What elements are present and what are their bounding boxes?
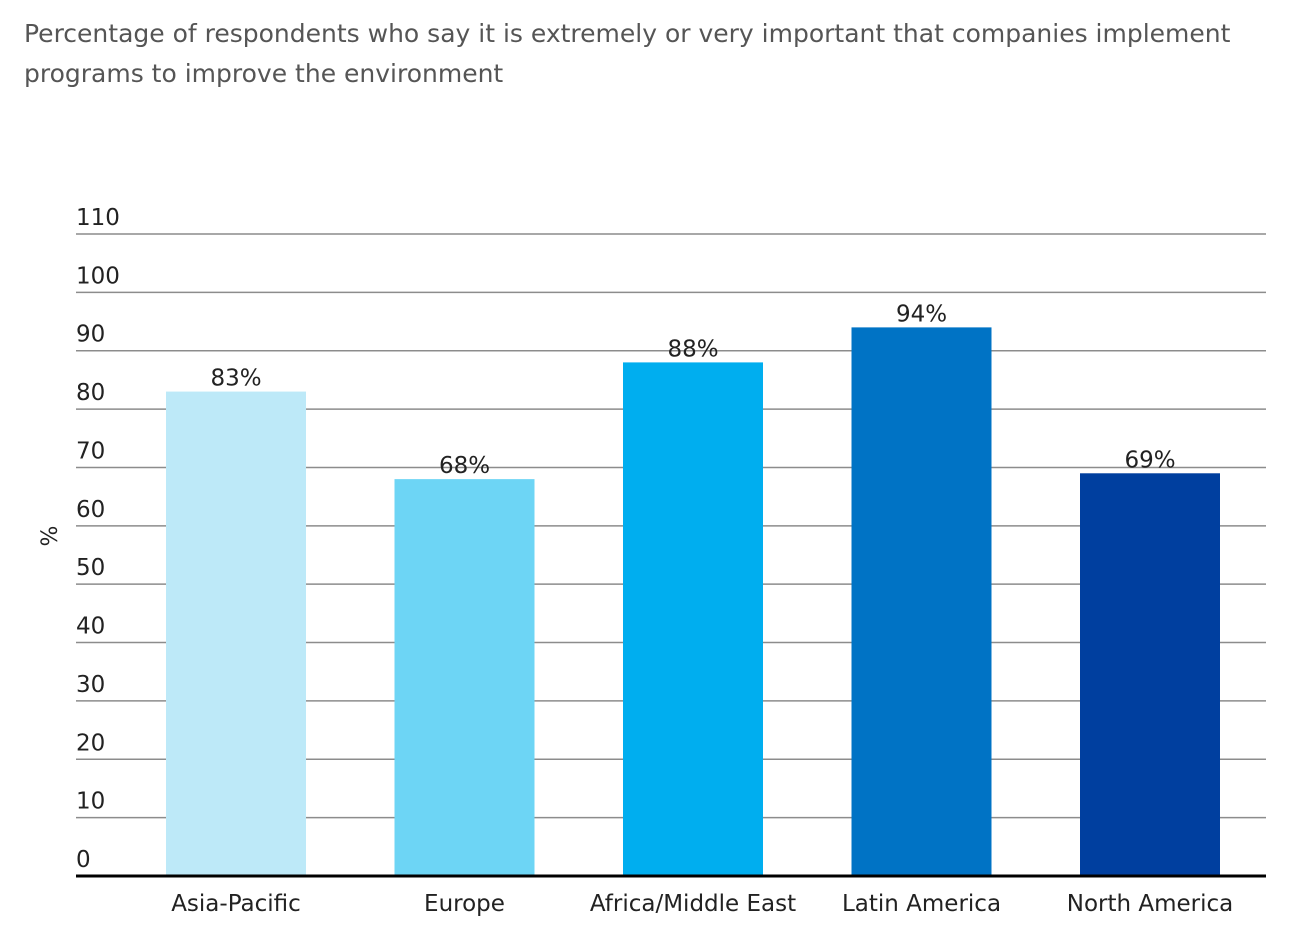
x-tick-label: North America bbox=[1067, 891, 1234, 917]
y-tick-label: 70 bbox=[76, 438, 105, 464]
data-label: 94% bbox=[896, 301, 947, 327]
chart-title: Percentage of respondents who say it is … bbox=[24, 19, 1231, 88]
bar bbox=[851, 327, 992, 876]
data-label: 69% bbox=[1124, 447, 1175, 473]
y-tick-label: 110 bbox=[76, 205, 120, 231]
y-tick-label: 80 bbox=[76, 380, 105, 406]
y-tick-label: 0 bbox=[76, 847, 91, 873]
x-tick-label: Latin America bbox=[842, 891, 1001, 917]
y-axis-ticks: 0 10 20 30 40 50 60 70 80 90 100 110 bbox=[76, 205, 120, 873]
y-tick-label: 40 bbox=[76, 614, 105, 640]
x-tick-label: Asia-Pacific bbox=[171, 891, 301, 917]
x-tick-label: Europe bbox=[424, 891, 505, 917]
y-tick-label: 100 bbox=[76, 263, 120, 289]
data-label: 83% bbox=[210, 366, 261, 392]
data-label: 68% bbox=[439, 453, 490, 479]
x-tick-label: Africa/Middle East bbox=[590, 891, 796, 917]
y-tick-label: 50 bbox=[76, 555, 105, 581]
bar bbox=[166, 391, 306, 876]
y-tick-label: 60 bbox=[76, 497, 105, 523]
x-axis-ticks: Asia-Pacific Europe Africa/Middle East Lati… bbox=[171, 891, 1233, 917]
y-tick-label: 20 bbox=[76, 730, 105, 756]
bars bbox=[166, 327, 1220, 876]
bar bbox=[1080, 473, 1220, 876]
y-tick-label: 10 bbox=[76, 789, 105, 815]
data-labels: 83% 68% 88% 94% 69% bbox=[210, 301, 1175, 479]
data-label: 88% bbox=[667, 336, 718, 362]
bar bbox=[394, 479, 535, 876]
bar bbox=[623, 362, 763, 876]
y-tick-label: 30 bbox=[76, 672, 105, 698]
y-axis-label: % bbox=[38, 526, 63, 547]
y-tick-label: 90 bbox=[76, 322, 105, 348]
